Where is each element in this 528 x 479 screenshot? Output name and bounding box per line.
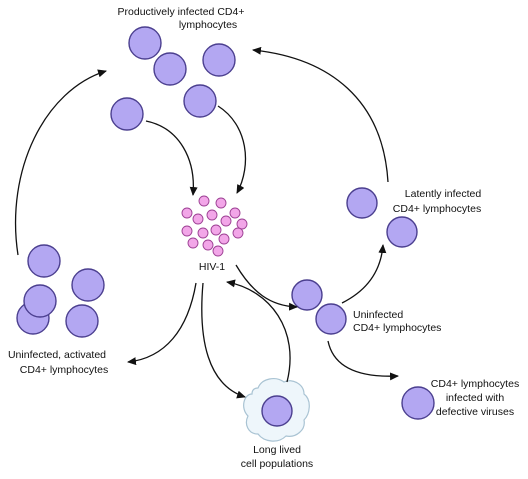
productive-label: Productively infected CD4+ (118, 6, 245, 18)
virion (187, 237, 199, 249)
activated-cell (65, 304, 99, 338)
productive-cell (153, 52, 187, 86)
productive-cell (202, 43, 236, 77)
virion (212, 245, 224, 257)
virion (202, 239, 214, 251)
uninfected-label: Uninfected (353, 309, 403, 321)
arrow-hiv-to-activated (127, 282, 197, 366)
activated-label: CD4+ lymphocytes (20, 364, 108, 376)
uninfected-label: CD4+ lymphocytes (353, 322, 441, 334)
arrow-productive-to-hiv-left (145, 120, 198, 196)
hiv-label: HIV-1 (199, 261, 225, 273)
virion (218, 233, 230, 245)
virion (215, 197, 227, 209)
arrow-latent-to-productive (252, 46, 389, 183)
long-lived-cell-nucleus (261, 395, 293, 427)
activated-cell (27, 244, 61, 278)
labels: Productively infected CD4+ lymphocytes L… (8, 6, 519, 470)
virion (236, 218, 248, 230)
defective-label: CD4+ lymphocytes (431, 378, 519, 390)
virion (181, 207, 193, 219)
productive-label: lymphocytes (179, 19, 237, 31)
arrow-activated-to-productive (14, 69, 107, 256)
latent-label: CD4+ lymphocytes (393, 203, 481, 215)
arrow-long-lived-to-hiv (226, 279, 291, 383)
productive-cell (110, 97, 144, 131)
latent-cell (386, 216, 418, 248)
uninfected-cell (315, 303, 347, 335)
uninfected-cells (291, 279, 347, 335)
uninfected-cell (291, 279, 323, 311)
arrow-hiv-to-long-lived (201, 282, 246, 399)
activated-cells (16, 244, 105, 338)
virion (181, 225, 193, 237)
virion (210, 224, 222, 236)
long-lived-cell (243, 378, 310, 442)
activated-cell (71, 268, 105, 302)
productive-cell (128, 26, 162, 60)
virion (232, 227, 244, 239)
virion (198, 195, 210, 207)
arrow-hiv-to-uninfected (235, 264, 298, 311)
long-lived-label: Long lived (253, 444, 301, 456)
defective-cell (401, 386, 435, 420)
defective-label: defective viruses (436, 406, 514, 418)
activated-cell (23, 284, 57, 318)
virion (192, 213, 204, 225)
arrow-productive-to-hiv-right (217, 105, 247, 194)
latent-label: Latently infected (405, 188, 482, 200)
long-lived-label: cell populations (241, 458, 313, 470)
activated-label: Uninfected, activated (8, 349, 106, 361)
arrows (14, 46, 399, 399)
latent-cell (346, 187, 378, 219)
virion (220, 215, 232, 227)
virion (206, 209, 218, 221)
hiv-virion-cluster (181, 195, 248, 257)
virion (197, 227, 209, 239)
productive-cell (183, 84, 217, 118)
productive-cells (110, 26, 236, 131)
virion (229, 207, 241, 219)
arrow-uninfected-to-defective (327, 340, 399, 381)
arrow-uninfected-to-latent (341, 244, 387, 304)
defective-label: infected with (446, 392, 505, 404)
latent-cells (346, 187, 418, 248)
